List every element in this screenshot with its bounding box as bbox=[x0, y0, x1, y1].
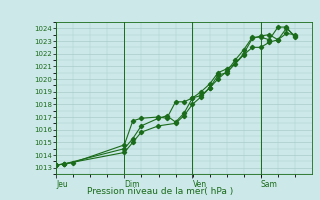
Text: Pression niveau de la mer( hPa ): Pression niveau de la mer( hPa ) bbox=[87, 187, 233, 196]
